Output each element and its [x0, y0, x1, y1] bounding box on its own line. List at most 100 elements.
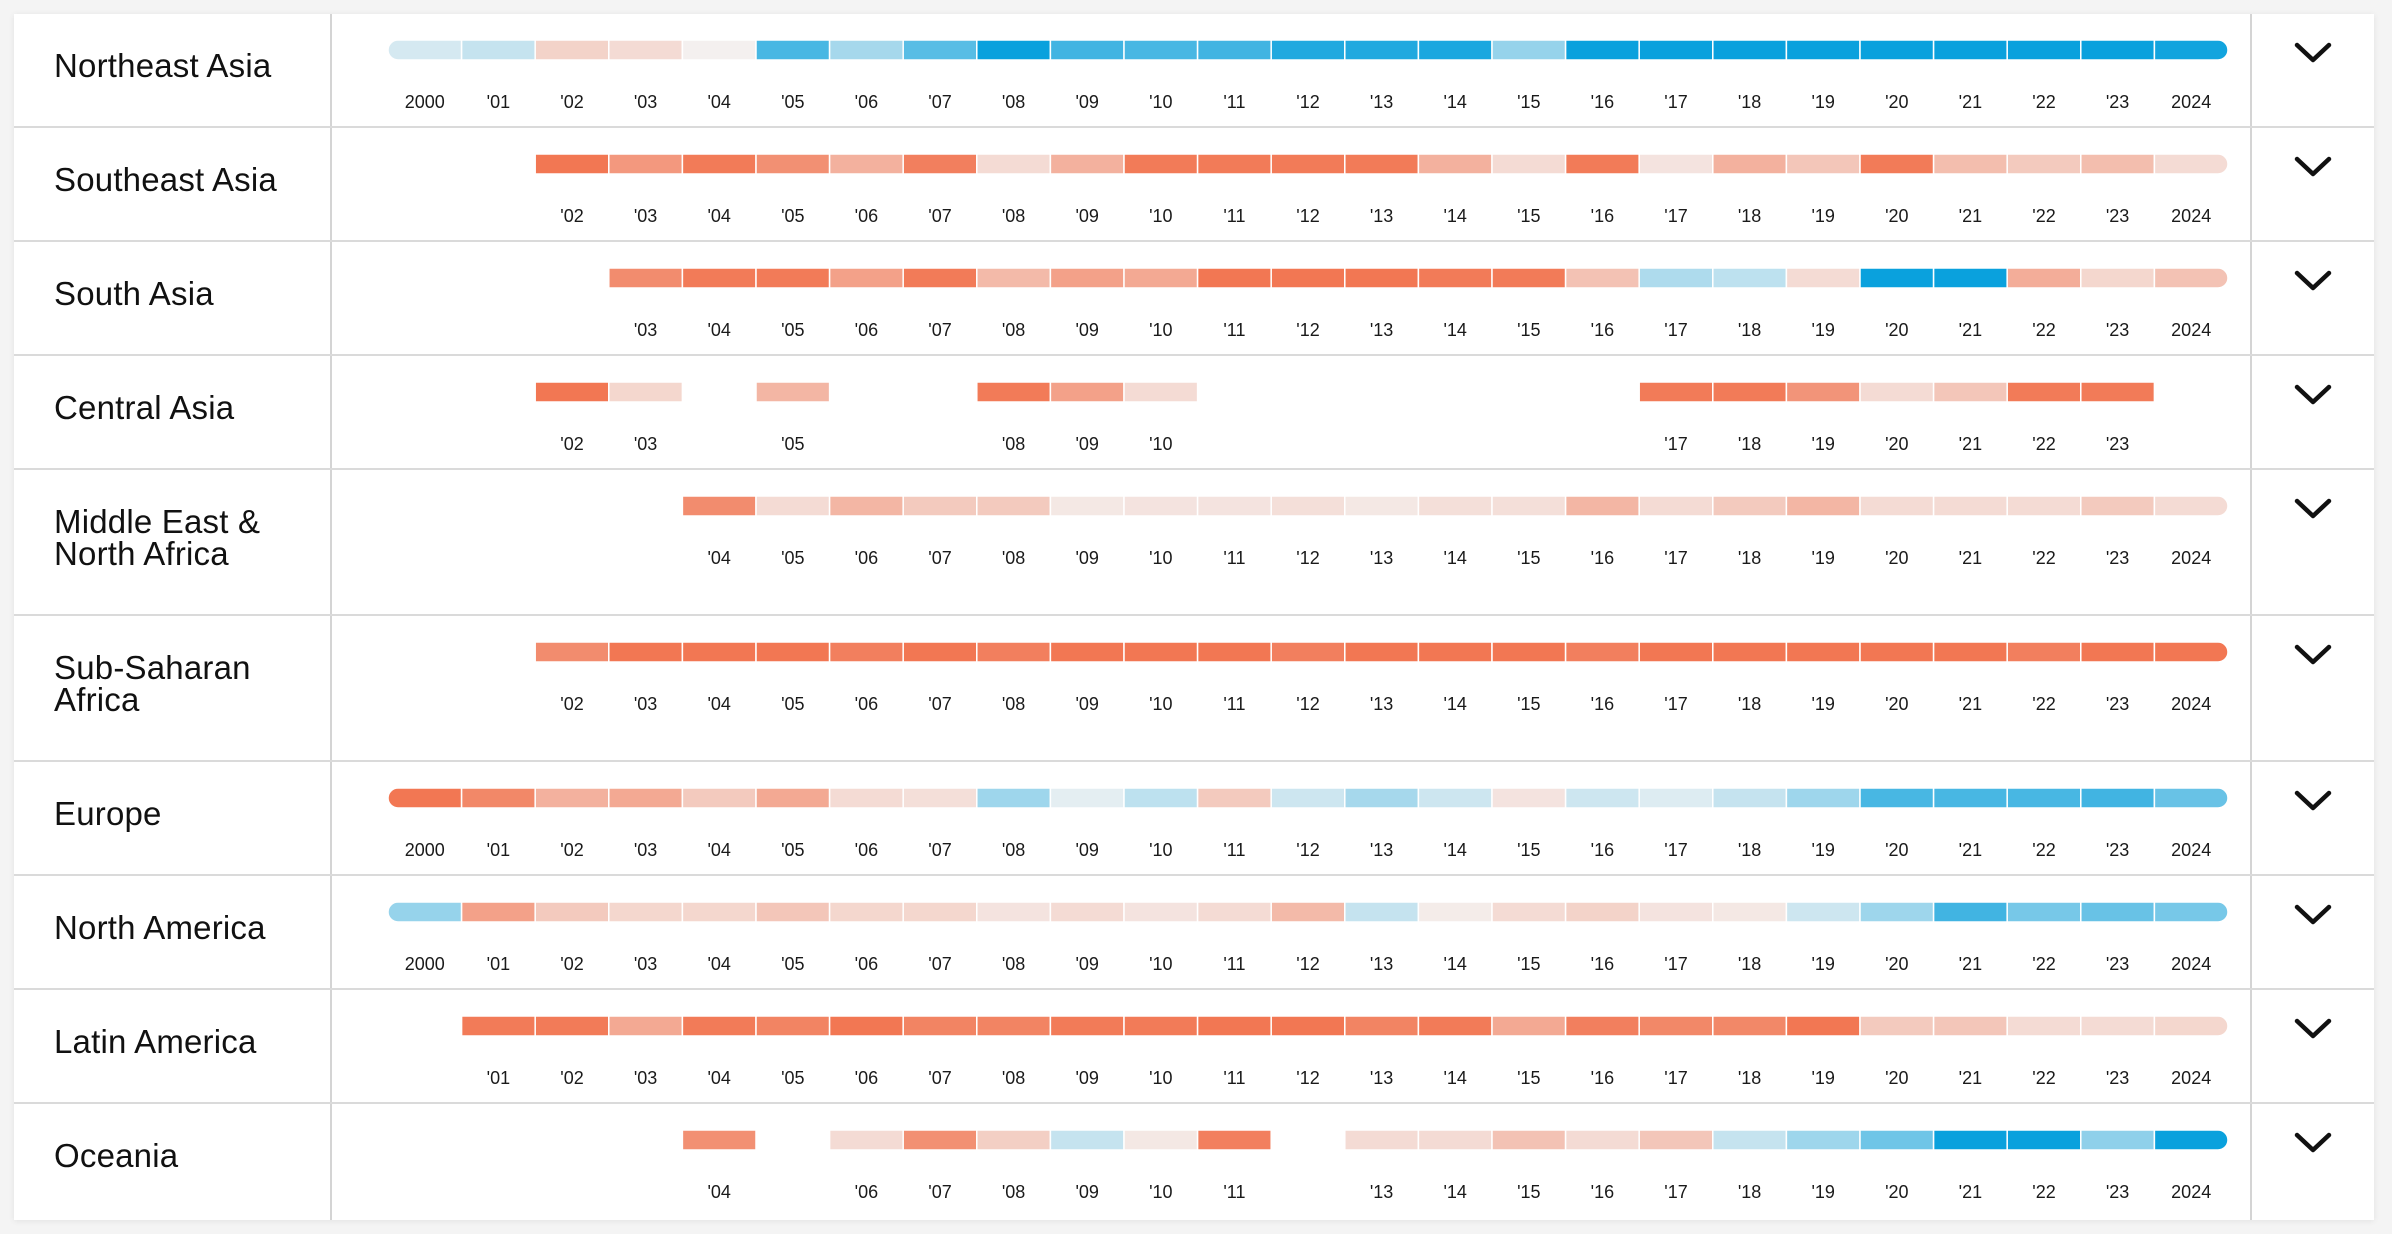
year-tick-label: '16	[1591, 548, 1614, 568]
heat-cell-2016	[1564, 1015, 1640, 1037]
heat-cell-2018	[1712, 153, 1788, 175]
year-tick-label: '16	[1591, 694, 1614, 714]
year-tick-label: '16	[1591, 1068, 1614, 1088]
expand-row-button[interactable]	[2250, 762, 2374, 874]
heat-cell-2014	[1417, 495, 1493, 517]
heat-cell-2008	[976, 1129, 1052, 1151]
year-tick-label: '22	[2032, 548, 2055, 568]
heat-cell-2015	[1491, 153, 1567, 175]
heat-cell-2010	[1123, 39, 1199, 61]
heat-cell-2011	[1196, 1129, 1272, 1151]
expand-row-button[interactable]	[2250, 14, 2374, 126]
year-tick-label: '15	[1517, 1182, 1540, 1202]
heat-cell-2003	[608, 39, 684, 61]
expand-row-button[interactable]	[2250, 1104, 2374, 1220]
expand-row-button[interactable]	[2250, 356, 2374, 468]
heat-cell-2016	[1564, 153, 1640, 175]
heat-cell-2015	[1491, 901, 1567, 923]
heat-cell-2016	[1564, 641, 1640, 663]
heat-cell-2009	[1049, 495, 1125, 517]
year-tick-label: '22	[2032, 840, 2055, 860]
heat-cell-2021	[1932, 901, 2008, 923]
year-tick-label: '06	[855, 548, 878, 568]
heat-cell-2005	[755, 153, 831, 175]
region-name: Europe	[54, 795, 162, 832]
year-tick-label: '12	[1296, 694, 1319, 714]
expand-row-button[interactable]	[2250, 876, 2374, 988]
heat-cell-2012	[1270, 641, 1346, 663]
year-heat-strip: 2000 '01 '02 '03 '04 '05 '06 '07 '08 '09 '10 '11 '12…	[387, 901, 2229, 974]
year-tick-label: '09	[1075, 1068, 1098, 1088]
chevron-down-icon	[2294, 790, 2332, 811]
heat-cell-2021	[1932, 39, 2008, 61]
year-tick-label: '09	[1075, 320, 1098, 340]
year-tick-label: '13	[1370, 954, 1393, 974]
chevron-down-icon	[2294, 904, 2332, 925]
heat-cell-2010	[1123, 1129, 1199, 1151]
year-tick-label: '04	[707, 1182, 730, 1202]
year-tick-label: '02	[560, 954, 583, 974]
heat-cell-2023	[2080, 39, 2156, 61]
year-tick-label: '10	[1149, 1068, 1172, 1088]
heat-cell-2016	[1564, 787, 1640, 809]
year-tick-label: '14	[1443, 1068, 1466, 1088]
expand-row-button[interactable]	[2250, 242, 2374, 354]
heat-cell-2002	[534, 153, 610, 175]
year-tick-label: '02	[560, 1068, 583, 1088]
year-tick-label: '21	[1959, 954, 1982, 974]
year-tick-label: '09	[1075, 694, 1098, 714]
region-name: Northeast Asia	[54, 47, 272, 84]
year-tick-label: '04	[707, 320, 730, 340]
expand-row-button[interactable]	[2250, 470, 2374, 614]
year-tick-label: '07	[928, 548, 951, 568]
heat-cell-2008	[976, 1015, 1052, 1037]
heat-cell-2013	[1344, 1129, 1420, 1151]
heat-cell-2022	[2006, 153, 2082, 175]
heat-cell-2006	[828, 1015, 904, 1037]
year-tick-label: '04	[707, 840, 730, 860]
heat-cell-2018	[1712, 641, 1788, 663]
year-tick-label: '17	[1664, 1068, 1687, 1088]
heat-cell-2010	[1123, 267, 1199, 289]
heat-cell-2017	[1638, 1129, 1714, 1151]
year-tick-label: '19	[1811, 434, 1834, 454]
year-tick-label: '09	[1075, 206, 1098, 226]
region-label-cell: Oceania	[14, 1104, 332, 1220]
year-tick-label: '22	[2032, 206, 2055, 226]
heat-cell-2005	[755, 381, 831, 403]
heat-cell-2009	[1049, 381, 1125, 403]
year-heat-strip: '01 '02 '03 '04 '05 '06 '07 '08 '09 '10 '11 '12 '13 '…	[460, 1015, 2229, 1088]
expand-row-button[interactable]	[2250, 616, 2374, 760]
region-row-southeast-asia: Southeast Asia '02 '03 '04 '05 '06 '07 '08 '09 '1…	[14, 128, 2374, 242]
year-tick-label: '12	[1296, 92, 1319, 112]
year-tick-label: '08	[1002, 548, 1025, 568]
expand-row-button[interactable]	[2250, 990, 2374, 1102]
heat-cell-2019	[1785, 1129, 1861, 1151]
heat-cell-2017	[1638, 153, 1714, 175]
heat-cell-2021	[1932, 153, 2008, 175]
chevron-down-icon	[2294, 42, 2332, 63]
year-tick-label: '17	[1664, 320, 1687, 340]
heat-cell-2000	[387, 901, 463, 923]
heat-cell-2023	[2080, 267, 2156, 289]
heat-cell-2021	[1932, 1015, 2008, 1037]
heat-cell-2005	[755, 1015, 831, 1037]
heat-cell-2005	[755, 267, 831, 289]
year-tick-label: '07	[928, 1182, 951, 1202]
year-tick-label: '10	[1149, 92, 1172, 112]
year-heat-strip: 2000 '01 '02 '03 '04 '05 '06 '07 '08 '09 '10 '11 '12…	[387, 39, 2229, 112]
expand-row-button[interactable]	[2250, 128, 2374, 240]
heat-cell-2004	[681, 495, 757, 517]
heat-cell-2017	[1638, 267, 1714, 289]
region-label-cell: Sub-Saharan Africa	[14, 616, 332, 760]
year-tick-label: '03	[634, 206, 657, 226]
chevron-down-icon	[2294, 156, 2332, 177]
chevron-down-icon	[2294, 384, 2332, 405]
heat-cell-2014	[1417, 153, 1493, 175]
region-label-cell: North America	[14, 876, 332, 988]
year-tick-label: '05	[781, 548, 804, 568]
heat-cell-2023	[2080, 901, 2156, 923]
region-label-cell: South Asia	[14, 242, 332, 354]
heat-cell-2019	[1785, 787, 1861, 809]
year-tick-label: '15	[1517, 694, 1540, 714]
